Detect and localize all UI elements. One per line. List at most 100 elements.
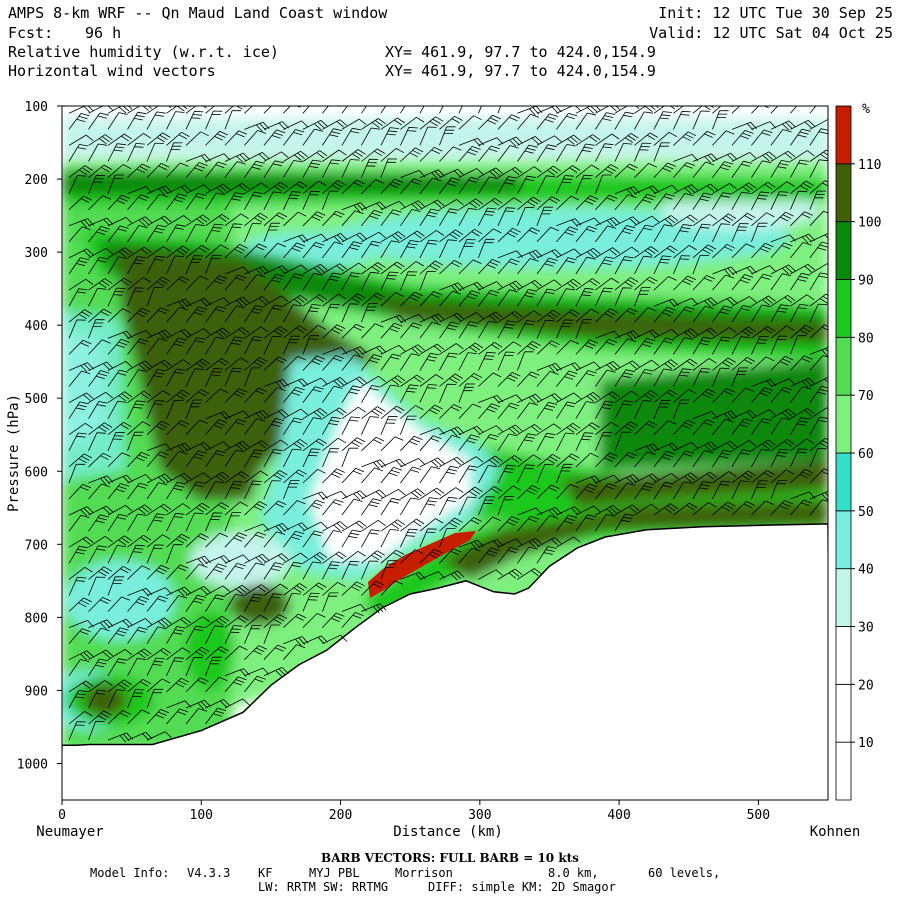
wind-barb	[185, 358, 211, 371]
wind-barb	[712, 130, 735, 146]
wind-barb	[322, 159, 341, 178]
wind-barb	[341, 498, 363, 516]
wind-barb	[634, 276, 658, 291]
wind-barb	[361, 436, 385, 452]
wind-barb	[283, 522, 309, 532]
wind-barb	[244, 387, 267, 403]
wind-barb	[68, 401, 89, 419]
colorbar-swatch	[835, 568, 852, 627]
wind-barb	[478, 425, 504, 436]
wind-barb	[575, 483, 598, 500]
wind-barb	[556, 339, 579, 355]
wind-barb	[634, 420, 658, 435]
wind-barb	[497, 114, 521, 130]
wind-barb	[712, 266, 738, 277]
wind-barb	[283, 304, 303, 323]
wind-barb	[244, 182, 269, 195]
wind-barb	[751, 387, 774, 403]
wind-barb	[302, 521, 328, 532]
wind-barb	[361, 416, 379, 435]
wind-barb	[283, 438, 308, 452]
wind-barb	[185, 306, 208, 323]
wind-barb	[380, 405, 405, 420]
wind-barb	[634, 142, 652, 162]
wind-barb	[185, 184, 211, 195]
wind-barb	[497, 424, 523, 436]
wind-barb	[205, 676, 228, 693]
wind-barb	[400, 497, 420, 516]
wind-barb	[790, 499, 813, 516]
wind-barb	[224, 418, 247, 435]
wind-barb	[790, 417, 810, 435]
wind-barb	[536, 106, 562, 114]
wind-barb	[224, 615, 249, 628]
wind-barb	[419, 384, 438, 403]
wind-barb	[185, 586, 211, 596]
wind-barb	[614, 307, 638, 323]
wind-barb	[107, 133, 133, 146]
wind-barb	[205, 275, 228, 291]
wind-barb	[575, 370, 597, 387]
wind-barb	[751, 480, 769, 500]
wind-barb	[458, 176, 480, 194]
wind-barb	[322, 521, 348, 532]
wind-barb	[283, 408, 309, 420]
wind-barb	[478, 486, 502, 500]
wind-barb	[614, 111, 635, 130]
wind-barb	[439, 426, 465, 437]
wind-barb	[809, 119, 828, 130]
wind-barb	[400, 147, 424, 162]
wind-barb	[692, 419, 715, 435]
wind-barb	[653, 255, 672, 275]
wind-barb	[107, 256, 128, 275]
wind-barb	[439, 487, 464, 500]
wind-barb	[419, 571, 445, 580]
wind-barb	[361, 489, 387, 500]
wind-barb	[185, 646, 210, 661]
wind-barb	[536, 319, 555, 339]
wind-barb	[166, 442, 192, 453]
wind-barb	[166, 533, 190, 548]
wind-barb	[341, 550, 366, 564]
wind-barb	[653, 162, 677, 178]
wind-barb	[361, 519, 386, 532]
wind-barb	[146, 111, 166, 130]
wind-barb	[88, 505, 114, 516]
wind-barb	[575, 195, 599, 210]
wind-barb	[712, 152, 738, 162]
wind-barb	[302, 150, 328, 162]
wind-barb	[322, 634, 348, 645]
wind-barb	[341, 354, 364, 371]
wind-barb	[692, 213, 717, 227]
wind-barb	[751, 181, 776, 195]
wind-barb	[146, 503, 172, 516]
wind-barb	[458, 312, 484, 323]
wind-barb	[107, 483, 130, 500]
wind-barb	[205, 192, 226, 210]
wind-barb	[244, 191, 264, 210]
wind-barb	[439, 321, 460, 339]
wind-barb	[185, 224, 205, 243]
wind-barb	[712, 223, 730, 243]
wind-barb	[224, 152, 250, 163]
wind-barb	[614, 431, 632, 451]
wind-barb	[634, 106, 659, 114]
y-tick-label: 500	[25, 392, 48, 407]
wind-barb	[653, 420, 677, 435]
wind-barb	[263, 265, 289, 275]
wind-barb	[751, 335, 769, 355]
wind-barb	[809, 303, 828, 323]
wind-barb	[419, 291, 443, 307]
wind-barb	[614, 330, 640, 341]
wind-barb	[127, 133, 152, 146]
wind-barb	[361, 118, 386, 130]
wind-barb	[692, 305, 714, 323]
wind-barb	[653, 481, 674, 500]
wind-barb	[361, 209, 383, 227]
wind-barb	[673, 224, 693, 243]
wind-barb	[497, 516, 521, 532]
wind-barb	[322, 385, 343, 403]
wind-barb	[302, 468, 326, 484]
wind-barb	[458, 115, 482, 130]
wind-barb	[302, 119, 328, 130]
